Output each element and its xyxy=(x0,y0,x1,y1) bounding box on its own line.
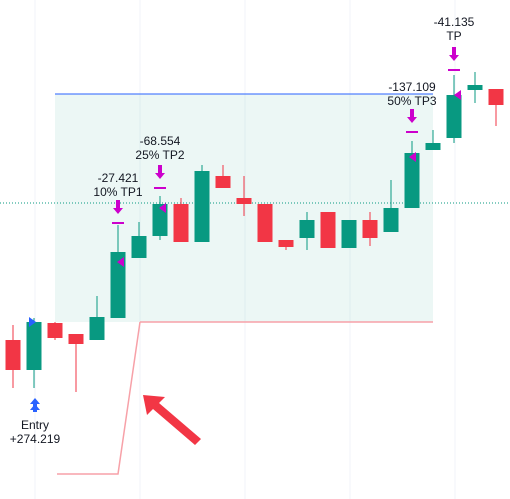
candle-body xyxy=(488,89,504,105)
tp1-pnl: -27.421 xyxy=(98,171,139,185)
candle-body xyxy=(215,176,231,188)
candle-body xyxy=(257,204,273,242)
candle-body xyxy=(299,220,315,238)
entry-label: Entry xyxy=(21,418,49,432)
candle-body xyxy=(383,208,399,232)
candle-body xyxy=(89,317,105,340)
candle-body xyxy=(152,204,168,236)
tp-label: TP xyxy=(446,29,461,43)
candle-body xyxy=(341,220,357,248)
tp3-label: 50% TP3 xyxy=(387,94,436,108)
candle-body xyxy=(425,143,441,150)
candle-body xyxy=(194,171,210,242)
tp-pnl: -41.135 xyxy=(434,15,475,29)
candle-body xyxy=(278,240,294,247)
candle-body xyxy=(110,252,126,318)
grid xyxy=(34,0,456,499)
tp1-label: 10% TP1 xyxy=(93,185,142,199)
candle-body xyxy=(131,236,147,258)
pointer-arrow xyxy=(143,395,201,445)
candle-body xyxy=(26,322,42,370)
candle-body xyxy=(47,323,63,338)
candle-body xyxy=(5,340,21,370)
trailing-stop xyxy=(57,321,141,475)
candle-body xyxy=(236,198,252,204)
tp2-label: 25% TP2 xyxy=(135,148,184,162)
tp2-pnl: -68.554 xyxy=(140,134,181,148)
candle-body xyxy=(362,220,378,238)
candle-body xyxy=(404,153,420,208)
candle-body xyxy=(68,334,84,344)
entry-pnl: +274.219 xyxy=(10,432,61,446)
candle-body xyxy=(467,85,483,90)
entry-marker xyxy=(29,317,36,327)
markers xyxy=(29,47,461,445)
tp3-pnl: -137.109 xyxy=(388,80,436,94)
tp-arrows xyxy=(112,47,461,267)
candle-body xyxy=(446,95,462,138)
candle-body xyxy=(320,212,336,248)
annotations: Entry +274.219 -27.421 10% TP1 -68.554 2… xyxy=(10,15,475,446)
entry-arrow xyxy=(30,398,40,412)
candle-body xyxy=(173,204,189,242)
